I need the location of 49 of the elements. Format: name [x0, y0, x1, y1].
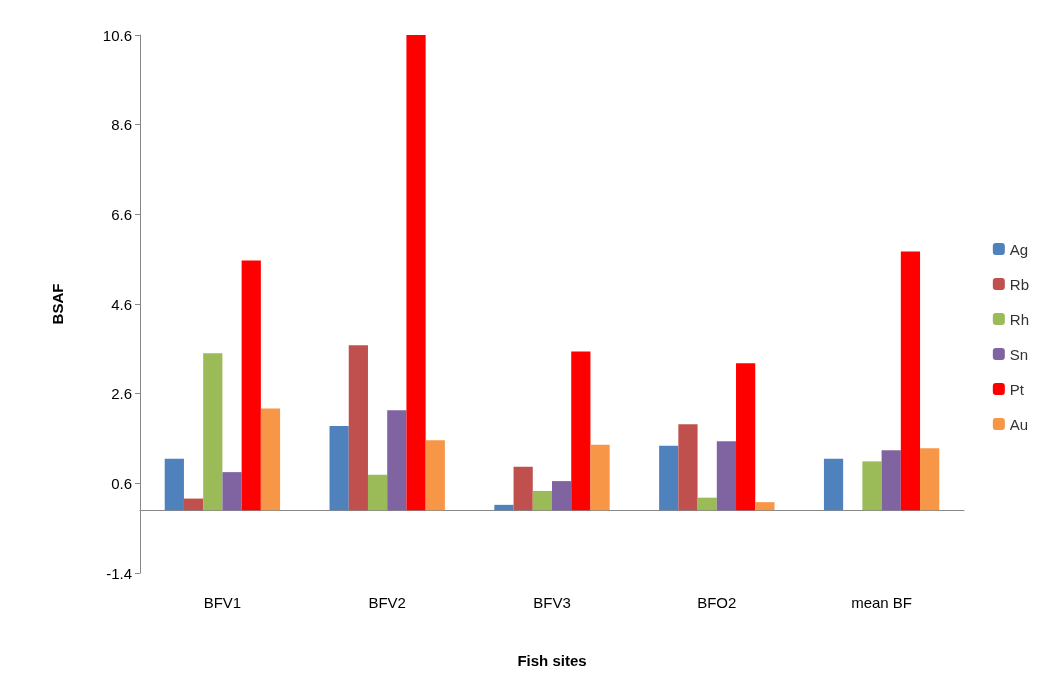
bar [862, 461, 882, 511]
y-tick-label: 2.6 [111, 385, 132, 403]
bar [881, 450, 901, 511]
bar [425, 440, 445, 511]
bar [513, 466, 533, 511]
bar [697, 497, 717, 511]
x-axis-title: Fish sites [517, 652, 587, 669]
y-tick-label: -1.4 [106, 564, 132, 582]
bar [755, 502, 775, 511]
bar [532, 490, 552, 511]
bar [678, 424, 698, 511]
legend-label: Rh [1009, 310, 1030, 328]
bar [203, 353, 223, 511]
bar [823, 458, 844, 511]
x-tick-label: BFV2 [368, 594, 406, 611]
bar [164, 458, 184, 511]
bar [387, 410, 407, 511]
bar [552, 481, 572, 511]
legend-label: Au [1009, 415, 1029, 433]
y-axis-title: BSAF [49, 283, 66, 325]
y-tick-label: 6.6 [111, 205, 132, 223]
bar [659, 445, 679, 511]
bar [494, 504, 514, 511]
bar [590, 444, 610, 511]
bar [329, 425, 349, 511]
y-tick-label: 4.6 [111, 295, 132, 313]
bar [716, 441, 737, 511]
x-tick-label: BFO2 [697, 594, 737, 611]
bar [406, 35, 426, 511]
y-tick-label: 8.6 [111, 116, 132, 134]
bar [920, 448, 940, 511]
legend-label: Rb [1009, 275, 1030, 293]
x-tick-label: mean BF [851, 594, 913, 611]
y-tick-label: 10.6 [102, 26, 132, 44]
x-tick-label: BFV3 [533, 594, 571, 611]
bar [260, 408, 281, 511]
bar [736, 363, 756, 511]
legend-label: Sn [1009, 345, 1029, 363]
legend-label: Pt [1009, 380, 1025, 398]
bar [571, 351, 591, 511]
bar [183, 498, 204, 511]
x-tick-label: BFV1 [203, 594, 242, 611]
bar [222, 472, 242, 511]
bar [900, 251, 921, 511]
bar [367, 474, 388, 511]
legend-label: Ag [1009, 240, 1029, 258]
y-tick-label: 0.6 [111, 474, 132, 492]
bar [348, 345, 368, 511]
bar [241, 260, 261, 511]
